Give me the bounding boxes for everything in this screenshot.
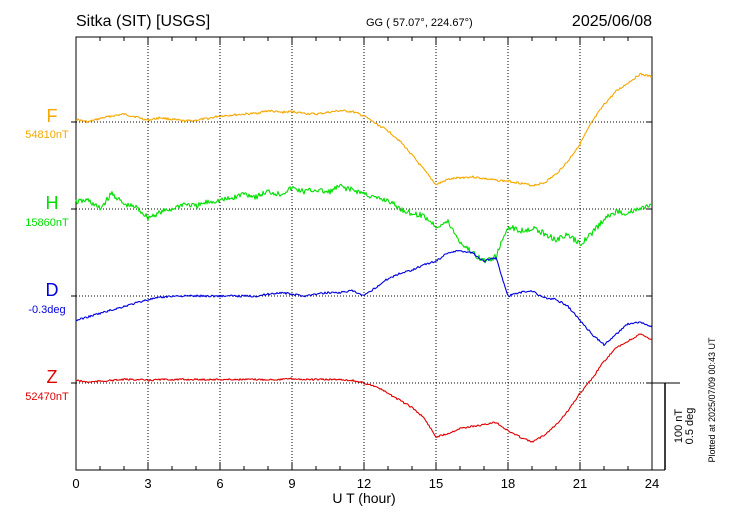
x-tick-label: 6 (216, 476, 223, 491)
x-tick-label: 24 (645, 476, 659, 491)
series-baseline-z: 52470nT (25, 391, 69, 403)
series-baseline-d: -0.3deg (28, 304, 65, 316)
series-labels: F 54810nT H 15860nT D -0.3deg Z 52470nT (25, 106, 69, 403)
scale-bar-label-nt: 100 nT (673, 409, 685, 444)
x-tick-label: 21 (573, 476, 587, 491)
x-tick-label: 0 (72, 476, 79, 491)
plotted-note: Plotted at 2025/07/09 00:43 UT (707, 337, 717, 463)
x-tick-label: 9 (288, 476, 295, 491)
chart-date: 2025/06/08 (572, 13, 652, 30)
series-line-d (75, 249, 653, 347)
grid (71, 37, 652, 470)
x-axis-label: U T (hour) (332, 490, 395, 506)
series-name-h: H (46, 193, 59, 213)
x-tick-label: 12 (357, 476, 371, 491)
series-layer (75, 72, 653, 443)
x-tick-label: 3 (144, 476, 151, 491)
series-line-h (75, 183, 653, 264)
series-name-f: F (47, 106, 58, 126)
series-name-d: D (46, 280, 59, 300)
series-baseline-f: 54810nT (25, 129, 69, 141)
series-name-z: Z (47, 367, 58, 387)
series-line-f (75, 72, 653, 187)
scale-bar-label-deg: 0.5 deg (684, 408, 696, 445)
station-title: Sitka (SIT) [USGS] (76, 13, 210, 30)
x-tick-label: 15 (429, 476, 443, 491)
series-baseline-h: 15860nT (25, 217, 69, 229)
x-tick-labels: 0 3 6 9 12 15 18 21 24 (72, 476, 659, 491)
x-ticks (75, 37, 653, 470)
station-coords: GG ( 57.07°, 224.67°) (366, 17, 473, 29)
series-line-z (75, 333, 653, 443)
x-tick-label: 18 (501, 476, 515, 491)
scale-bar: 100 nT 0.5 deg (652, 382, 696, 471)
